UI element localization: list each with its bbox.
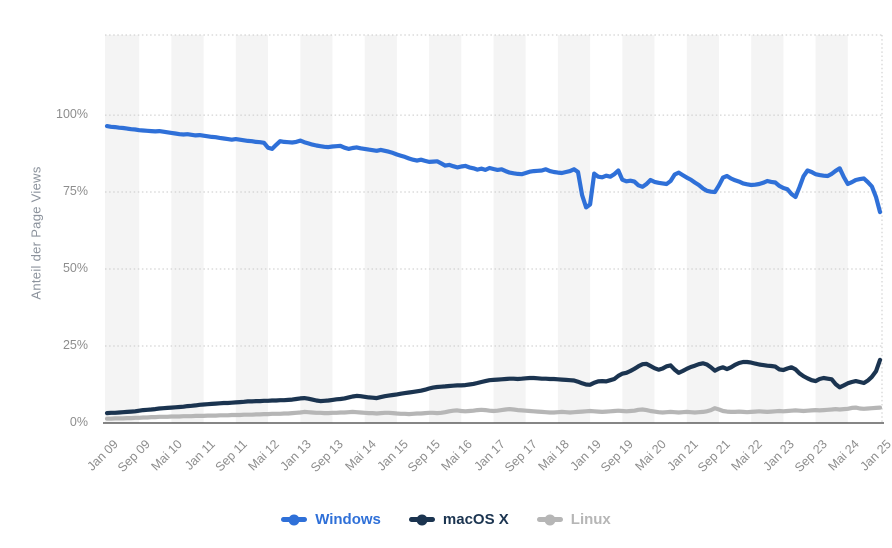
plot-stripe xyxy=(105,35,140,423)
plot-stripe xyxy=(171,35,204,423)
y-tick-label: 25% xyxy=(62,338,88,353)
plot-stripe xyxy=(622,35,655,423)
legend-item-linux[interactable]: Linux xyxy=(536,511,611,528)
plot-stripe xyxy=(557,35,591,423)
plot-stripe xyxy=(235,35,268,423)
legend-label: Windows xyxy=(315,511,381,528)
legend-label: Linux xyxy=(570,511,611,528)
y-tick-label: 50% xyxy=(62,261,88,276)
legend-line-marker-icon xyxy=(408,514,435,525)
legend-line-marker-icon xyxy=(281,514,308,525)
legend-label: macOS X xyxy=(442,511,509,528)
series-line-macos-x[interactable] xyxy=(104,357,883,416)
series-line-linux[interactable] xyxy=(104,405,883,421)
plot-stripe xyxy=(429,35,462,423)
series-line-windows[interactable] xyxy=(104,123,883,215)
legend: Windows macOS X Linux xyxy=(0,511,892,528)
legend-item-windows[interactable]: Windows xyxy=(281,511,381,528)
plot-stripe xyxy=(686,35,719,423)
plot-stripe xyxy=(364,35,397,423)
plot-stripe xyxy=(751,35,784,423)
plot-stripe xyxy=(300,35,333,423)
y-tick-label: 75% xyxy=(62,184,88,199)
y-tick-label: 0% xyxy=(69,415,88,429)
legend-item-macos-x[interactable]: macOS X xyxy=(408,511,509,528)
plot-stripe xyxy=(493,35,526,423)
plot-stripe xyxy=(815,35,848,423)
legend-line-marker-icon xyxy=(536,514,563,525)
y-tick-label: 100% xyxy=(56,107,88,122)
